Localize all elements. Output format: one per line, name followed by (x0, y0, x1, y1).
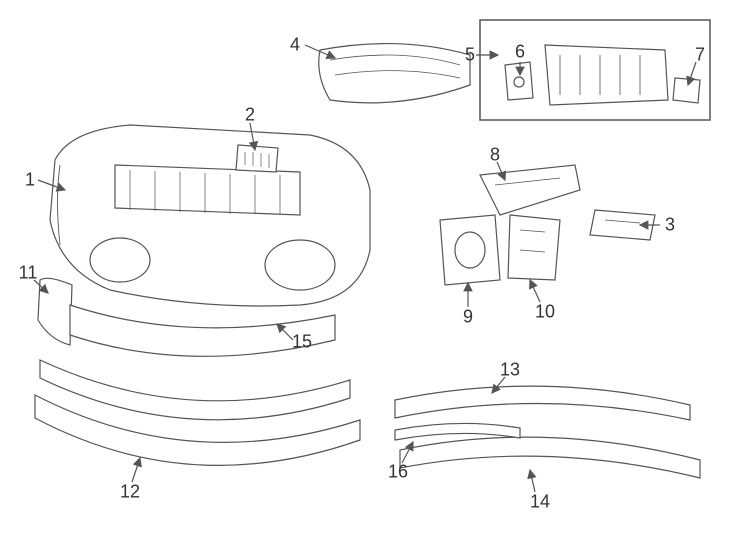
callout-13: 13 (500, 360, 520, 381)
part-12-spoiler (35, 360, 360, 465)
part-7-clip (673, 78, 700, 103)
callout-15: 15 (292, 332, 312, 353)
callout-7: 7 (695, 45, 705, 66)
callout-4: 4 (290, 35, 300, 56)
part-8-bracket (480, 165, 580, 215)
callout-10: 10 (535, 302, 555, 323)
callout-9: 9 (463, 307, 473, 328)
callout-6: 6 (515, 42, 525, 63)
part-5-airguide (545, 45, 668, 105)
callout-8: 8 (490, 145, 500, 166)
callout-11: 11 (19, 263, 38, 284)
callout-1: 1 (25, 170, 35, 191)
callout-16: 16 (388, 462, 408, 483)
exploded-diagram: 1 2 3 4 5 6 7 8 9 10 11 12 13 14 15 16 (0, 0, 734, 540)
callout-2: 2 (245, 105, 255, 126)
callout-5: 5 (465, 45, 475, 66)
part-13-molding (395, 386, 690, 420)
part-14-molding (400, 437, 700, 478)
part-4-shield (319, 44, 470, 103)
part-2-insert (236, 145, 278, 172)
part-9-housing (440, 215, 500, 285)
callout-3: 3 (665, 215, 675, 236)
part-10-housing (508, 215, 560, 280)
callout-12: 12 (120, 482, 140, 503)
part-1-bumper-cover (50, 125, 370, 306)
part-6-bracket (505, 62, 533, 100)
callout-14: 14 (530, 492, 550, 513)
